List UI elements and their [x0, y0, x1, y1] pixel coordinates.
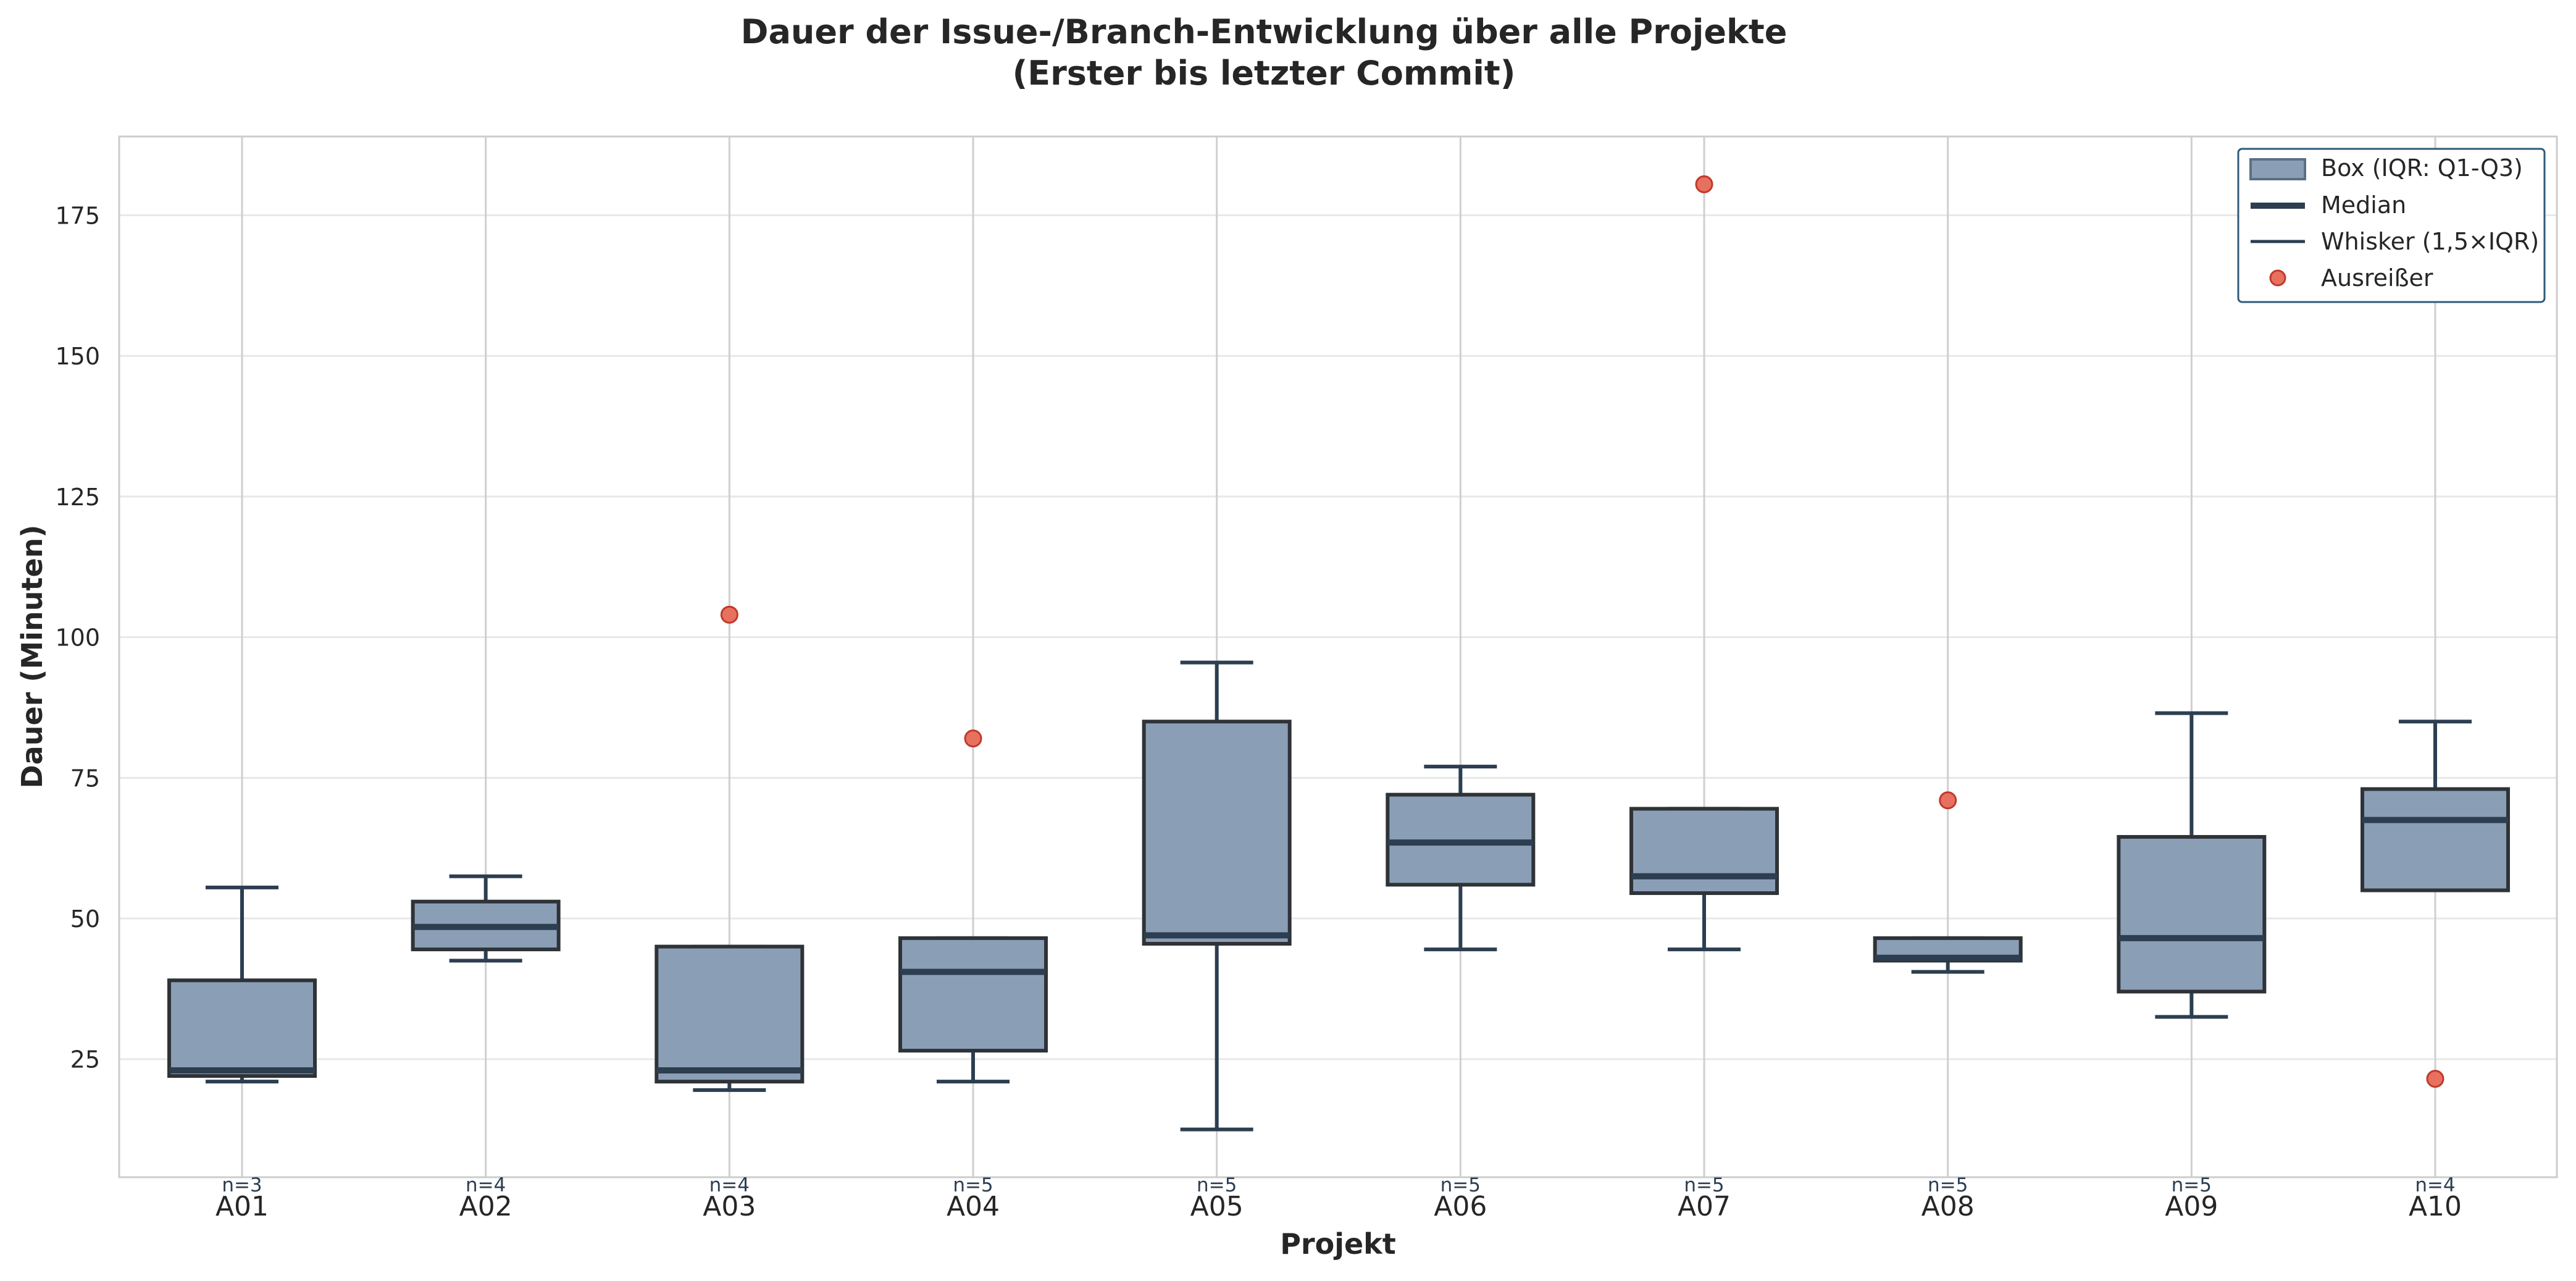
legend-median-label: Median — [2321, 191, 2406, 219]
outlier-point — [2426, 1070, 2444, 1088]
outlier-point — [964, 729, 982, 748]
iqr-box — [1142, 720, 1292, 946]
legend-box-label: Box (IQR: Q1-Q3) — [2321, 154, 2523, 182]
sample-size-label: n=3 — [222, 1174, 262, 1196]
y-axis-label: Dauer (Minuten) — [15, 525, 49, 789]
y-tick-label: 125 — [55, 484, 100, 511]
sample-size-label: n=5 — [1928, 1174, 1968, 1196]
iqr-box — [2117, 834, 2267, 994]
iqr-box — [2361, 787, 2510, 892]
sample-size-label: n=5 — [1441, 1174, 1481, 1196]
x-tick-label: A09 — [2165, 1191, 2218, 1222]
y-tick-label: 75 — [70, 765, 100, 792]
sample-size-label: n=4 — [2415, 1174, 2455, 1196]
sample-size-label: n=5 — [2172, 1174, 2212, 1196]
chart-title-line-2: (Erster bis letzter Commit) — [1013, 54, 1516, 93]
iqr-box — [898, 936, 1048, 1053]
legend-box-swatch — [2249, 158, 2306, 180]
box-group — [1386, 765, 1536, 952]
box-group — [1873, 791, 2023, 974]
y-tick-labels: 25 50 75 100 125 150 175 — [55, 203, 100, 1073]
legend-outlier-label: Ausreißer — [2321, 264, 2433, 292]
iqr-box — [654, 944, 805, 1084]
y-tick-label: 175 — [55, 203, 100, 230]
legend-frame — [2237, 148, 2546, 303]
x-tick-label: A06 — [1434, 1191, 1487, 1222]
x-tick-label: A03 — [703, 1191, 756, 1222]
box-group — [1629, 175, 1779, 952]
outlier-point — [1939, 791, 1957, 810]
box-group — [654, 605, 805, 1092]
iqr-box — [1629, 807, 1779, 896]
y-tick-label: 25 — [70, 1046, 100, 1073]
sample-size-label: n=4 — [709, 1174, 750, 1196]
iqr-box — [167, 978, 317, 1078]
grid-layer — [119, 136, 2557, 1177]
legend: Box (IQR: Q1-Q3) Median Whisker (1,5×IQR… — [2237, 148, 2546, 303]
box-group — [2361, 720, 2510, 1088]
x-tick-label: A10 — [2409, 1191, 2462, 1222]
x-tick-labels: n=3A01n=4A02n=4A03n=5A04n=5A05n=5A06n=5A… — [215, 1174, 2462, 1222]
x-tick-label: A05 — [1190, 1191, 1244, 1222]
chart-title-line-1: Dauer der Issue-/Branch-Entwicklung über… — [741, 12, 1788, 51]
y-tick-label: 100 — [55, 624, 100, 652]
sample-size-label: n=4 — [466, 1174, 506, 1196]
sample-size-label: n=5 — [953, 1174, 993, 1196]
box-group — [898, 729, 1048, 1084]
legend-outlier-swatch — [2269, 269, 2286, 287]
box-group — [2117, 711, 2267, 1019]
x-axis-label: Projekt — [1280, 1227, 1396, 1261]
x-tick-label: A08 — [1922, 1191, 1975, 1222]
y-tick-label: 150 — [55, 343, 100, 370]
outlier-point — [720, 605, 738, 624]
sample-size-label: n=5 — [1197, 1174, 1237, 1196]
y-tick-label: 50 — [70, 905, 100, 933]
x-tick-label: A07 — [1678, 1191, 1731, 1222]
plot-area-frame — [118, 135, 2558, 1178]
legend-whisker-label: Whisker (1,5×IQR) — [2321, 228, 2539, 255]
box-group — [411, 874, 561, 963]
box-series — [167, 175, 2510, 1132]
x-tick-label: A02 — [459, 1191, 512, 1222]
box-group — [1142, 660, 1292, 1132]
x-tick-label: A04 — [947, 1191, 1000, 1222]
x-tick-label: A01 — [215, 1191, 269, 1222]
outlier-point — [1695, 175, 1713, 193]
sample-size-label: n=5 — [1684, 1174, 1724, 1196]
box-group — [167, 885, 317, 1084]
